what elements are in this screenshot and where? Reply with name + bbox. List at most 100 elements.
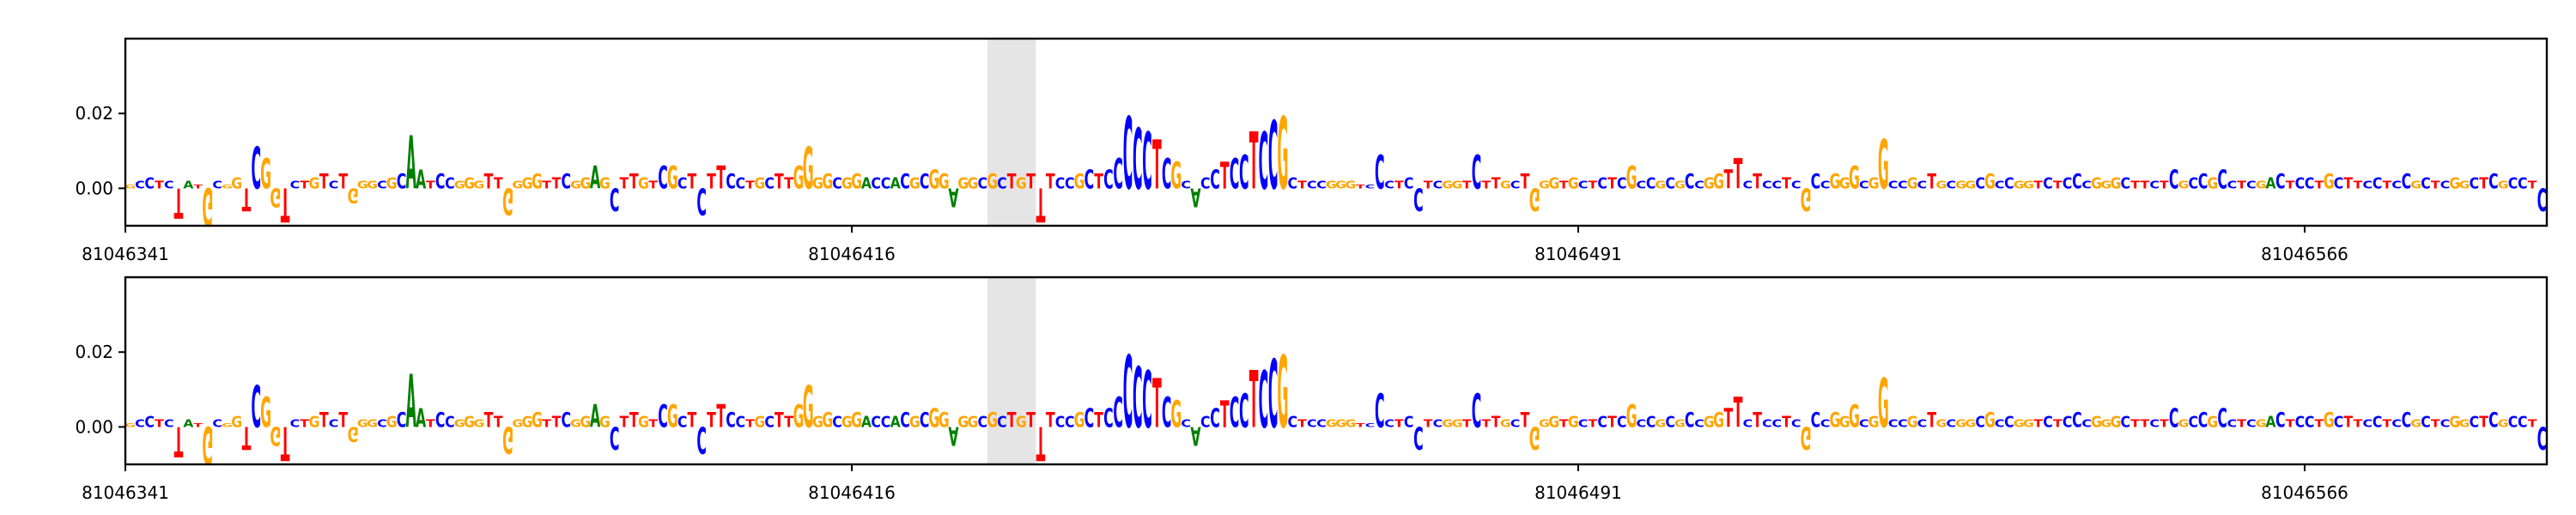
logo-letter-C: C [2363,179,2373,191]
logo-letter-G: G [580,413,591,431]
logo-letter-C: C [696,418,707,461]
logo-letter-G: G [570,179,581,191]
logo-letter-C: C [900,408,910,432]
logo-letter-G: G [1984,408,1996,432]
logo-letter-T: T [2383,179,2392,191]
logo-letter-G: G [754,413,765,431]
logo-letter-C: C [212,179,222,191]
logo-letter-T: T [542,179,551,191]
logo-letter-G: G [638,413,649,431]
logo-letter-T: T [2479,413,2488,431]
logo-letter-C: C [251,375,261,441]
logo-letter-G: G [1345,179,1356,191]
logo-letter-A: A [2265,174,2276,192]
logo-letter-C: C [135,418,145,430]
logo-letter-T: T [1394,418,1404,430]
logo-letter-A: A [890,413,902,431]
logo-letter-G: G [1878,365,1889,444]
logo-letter-T: T [1589,418,1598,430]
logo-letter-G: G [1277,336,1288,451]
logo-letter-C: C [2402,408,2412,432]
logo-letter-T: T [2354,418,2363,430]
logo-letter-C: C [1268,342,1279,450]
logo-letter-C: C [1230,151,1240,198]
logo-letter-G: G [803,136,814,203]
logo-letter-T: T [281,415,290,469]
logo-letter-T: T [281,177,290,230]
logo-letter-C: C [1162,390,1172,437]
logo-letter-C: C [2198,169,2208,193]
logo-letter-T: T [1036,415,1046,469]
logo-letter-C: C [1762,418,1772,430]
logo-letter-C: C [2004,174,2014,192]
logo-letter-T: T [1297,418,1307,430]
logo-letter-G: G [1452,418,1463,430]
logo-letter-G: G [2324,408,2335,432]
logo-letter-G: G [1539,418,1550,430]
logo-letter-C: C [2508,174,2518,192]
logo-letter-C: C [881,413,891,431]
logo-letter-C: C [290,418,301,430]
logo-letter-G: G [2111,174,2122,192]
logo-letter-C: C [1210,165,1220,195]
logo-letter-G: G [667,160,678,197]
logo-letter-C: C [1210,403,1220,433]
logo-letter-T: T [426,179,435,191]
logo-letter-C: C [445,174,455,192]
logo-letter-T: T [174,416,184,464]
logo-letter-G: G [2449,174,2460,192]
logo-letter-G: G [2207,413,2218,431]
logo-letter-C: C [2305,174,2315,192]
logo-letter-G: G [667,398,678,435]
logo-letter-C: C [2149,418,2160,430]
logo-letter-G: G [367,418,378,430]
logo-letter-C: C [1055,413,1066,431]
logo-letter-C: C [2275,169,2286,193]
logo-letter-C: C [1307,179,1317,191]
logo-letter-C: C [1404,174,1414,192]
logo-letter-C: C [2121,174,2131,192]
logo-letter-C: C [1694,179,1704,191]
logo-letter-G: G [2449,413,2460,431]
logo-letter-T: T [707,408,716,432]
logo-letter-G: G [841,174,853,192]
logo-letter-T: T [1356,184,1366,190]
logo-letter-T: T [1152,126,1162,205]
logo-letter-T: T [2315,418,2324,430]
logo-letter-C: C [658,160,668,197]
logo-letter-T: T [1559,418,1569,430]
logo-letter-G: G [2410,179,2421,191]
logo-letter-T: T [542,418,551,430]
logo-letter-T: T [2160,179,2169,191]
logo-letter-T: T [300,179,309,191]
logo-letter-C: C [610,180,620,217]
logo-letter-G: G [851,169,862,193]
logo-letter-C: C [1113,151,1123,198]
logo-letter-G: G [1326,179,1337,191]
logo-letter-G: G [260,390,271,437]
logo-letter-C: C [2295,174,2306,192]
logo-letter-C: C [2334,174,2344,192]
logo-letter-T: T [1036,177,1046,230]
logo-letter-C: C [1181,179,1191,191]
logo-letter-C: C [2072,408,2082,432]
logo-letter-C: C [1055,174,1066,192]
logo-letter-C: C [1510,179,1521,191]
logo-letter-G: G [2459,418,2470,430]
logo-letter-G: G [1868,413,1880,431]
logo-letter-C: C [1946,418,1956,430]
logo-letter-G: G [851,408,862,432]
logo-letter-G: G [2178,418,2190,430]
logo-letter-C: C [2363,418,2373,430]
logo-letter-G: G [1936,418,1947,430]
logo-letter-T: T [1723,165,1733,195]
logo-letter-A: A [416,403,426,433]
logo-letter-A: A [2265,413,2276,431]
logo-letter-G: G [1500,418,1511,430]
logo-letter-G: G [822,408,833,432]
logo-letter-G: G [1016,174,1027,192]
logo-letter-C: C [2402,169,2412,193]
logo-letter-C: C [677,174,688,192]
logo-letter-G: G [532,169,543,193]
